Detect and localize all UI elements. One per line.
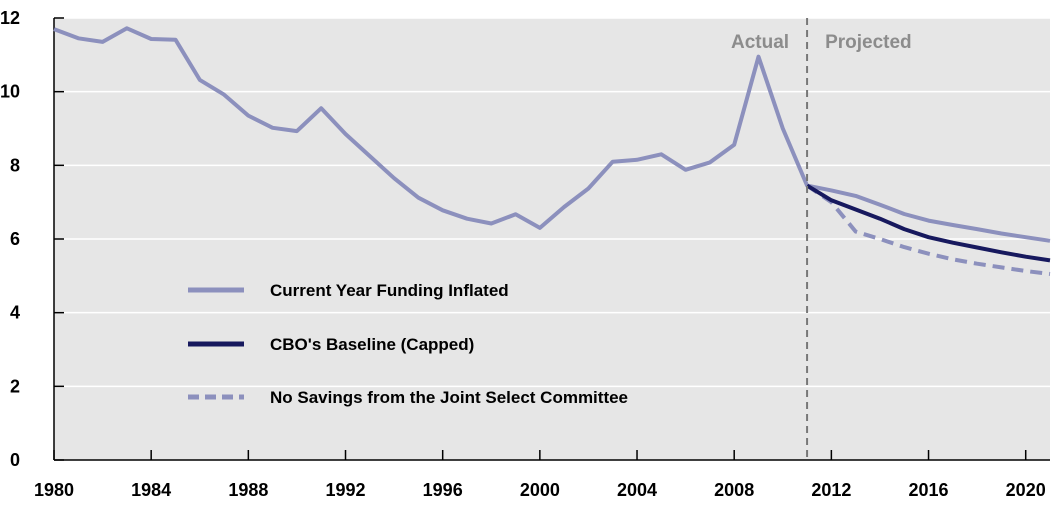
grid	[54, 17, 1050, 388]
x-tick-label-2004: 2004	[617, 480, 657, 500]
y-tick-label-2: 2	[10, 376, 20, 396]
x-tick-label-1988: 1988	[228, 480, 268, 500]
y-tick-label-4: 4	[10, 303, 20, 323]
region-label-actual: Actual	[731, 32, 789, 53]
legend-label-no-savings: No Savings from the Joint Select Committ…	[270, 388, 628, 407]
x-tick-label-1992: 1992	[325, 480, 365, 500]
y-tick-label-8: 8	[10, 155, 20, 175]
y-tick-label-10: 10	[0, 82, 20, 102]
series-line-no-savings	[805, 183, 1051, 276]
x-tick-label-2000: 2000	[520, 480, 560, 500]
legend-label-current-year: Current Year Funding Inflated	[270, 281, 509, 300]
y-tick-label-6: 6	[10, 229, 20, 249]
x-tick-label-1984: 1984	[131, 480, 171, 500]
x-tick-label-2012: 2012	[811, 480, 851, 500]
region-label-projected: Projected	[825, 32, 912, 53]
series-layer	[53, 26, 1051, 276]
y-tick-label-12: 12	[0, 8, 20, 28]
x-tick-label-2020: 2020	[1006, 480, 1046, 500]
legend: Current Year Funding Inflated CBO's Base…	[188, 281, 628, 407]
x-tick-label-2008: 2008	[714, 480, 754, 500]
y-tick-label-0: 0	[10, 450, 20, 470]
x-axis-ticks: 1980 1984 1988 1992 1996 2000 2004 2008 2012 2016…	[34, 450, 1046, 500]
x-tick-label-1980: 1980	[34, 480, 74, 500]
legend-label-cbo-baseline: CBO's Baseline (Capped)	[270, 335, 474, 354]
series-line-current-year	[53, 26, 1051, 243]
x-tick-label-2016: 2016	[909, 480, 949, 500]
series-line-cbo-baseline	[806, 183, 1051, 263]
x-tick-label-1996: 1996	[423, 480, 463, 500]
